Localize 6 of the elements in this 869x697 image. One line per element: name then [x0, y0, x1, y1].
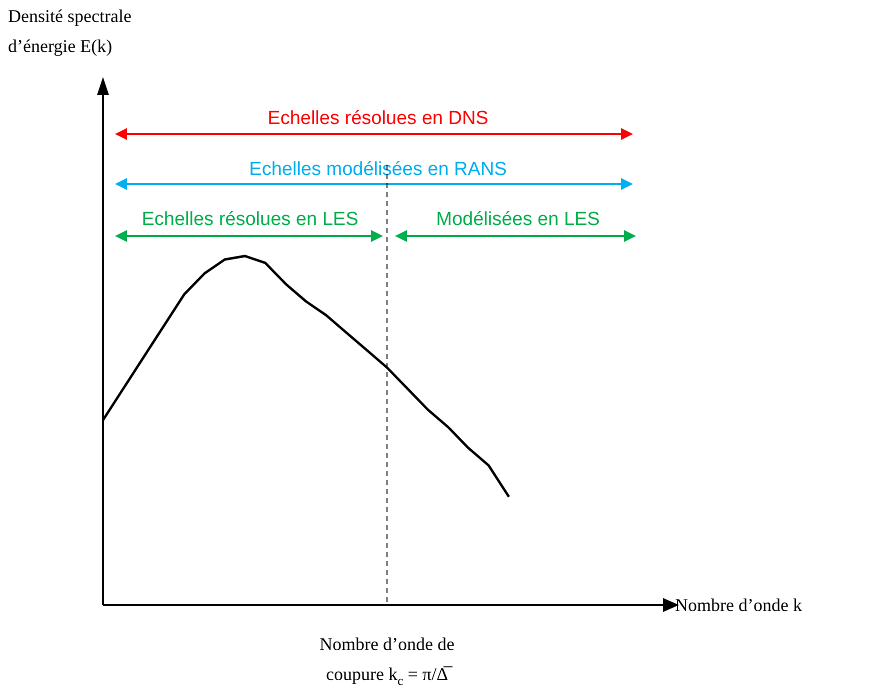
text: Modélisées en LES	[436, 209, 600, 230]
x-axis-title: Nombre d’onde k	[675, 595, 802, 615]
text: Echelles résolues en LES	[142, 209, 358, 230]
text: Densité spectrale d’énergie E(k)	[8, 6, 132, 56]
text: Echelles résolues en DNS	[268, 108, 488, 129]
text: Echelles modélisées en RANS	[249, 159, 507, 180]
